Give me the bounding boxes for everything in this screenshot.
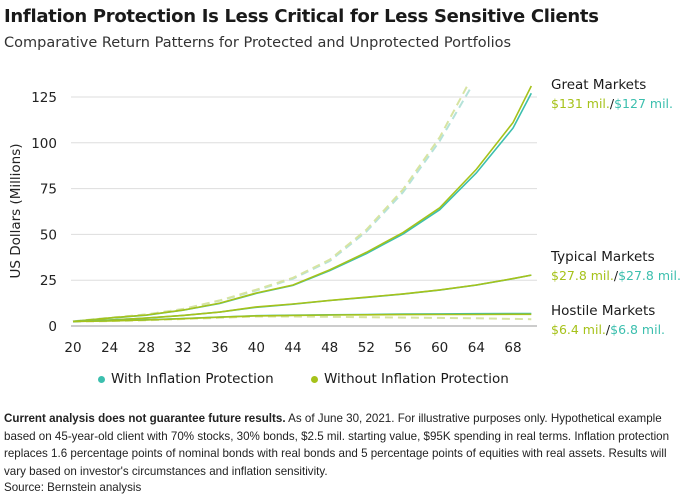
great-without-value: $131 mil. [551, 96, 610, 111]
y-tick-label: 50 [40, 227, 57, 243]
x-tick-label: 36 [211, 340, 228, 356]
series-line-typical-markets-without-solid [72, 274, 532, 323]
x-tick-label: 40 [248, 340, 265, 356]
legend-dot-icon [98, 375, 105, 383]
source-note: Source: Bernstein analysis [4, 481, 142, 494]
y-tick-label: 0 [48, 319, 57, 335]
x-tick-label: 52 [358, 340, 375, 356]
great-markets-values: $131 mil./$127 mil. [551, 96, 673, 111]
y-axis-label: US Dollars (Millions) [8, 143, 24, 278]
y-tick-label: 125 [31, 90, 57, 106]
hostile-markets-values: $6.4 mil./$6.8 mil. [551, 322, 665, 337]
legend-dot-icon [311, 375, 318, 383]
y-tick-label: 25 [40, 273, 57, 289]
y-tick-label: 100 [31, 136, 57, 152]
legend-item-with: With Inflation Protection [98, 371, 274, 387]
series-line-great-markets-without-solid [72, 85, 533, 323]
footnote: Current analysis does not guarantee futu… [4, 410, 688, 480]
line-chart: 0 25 50 75 100 125 20 24 28 32 36 40 44 48 52 56 60 64 68 U… [8, 85, 537, 356]
separator: / [609, 96, 615, 111]
hostile-without-value: $6.4 mil. [551, 322, 606, 337]
series-line-hostile-markets-without-solid [72, 313, 532, 323]
typical-without-value: $27.8 mil. [551, 268, 614, 283]
chart-subtitle: Comparative Return Patterns for Protecte… [4, 35, 512, 51]
series-line-great-markets-with-dashed [72, 85, 473, 323]
hostile-with-value: $6.8 mil. [610, 322, 666, 337]
series-line-great-markets-without-dashed [72, 85, 469, 323]
x-tick-label: 64 [468, 340, 485, 356]
x-tick-label: 60 [431, 340, 448, 356]
legend-label: Without Inflation Protection [324, 371, 509, 387]
legend-item-without: Without Inflation Protection [311, 371, 509, 387]
hostile-markets-label: Hostile Markets [551, 303, 656, 319]
x-tick-label: 56 [394, 340, 411, 356]
separator: / [605, 322, 611, 337]
separator: / [613, 268, 619, 283]
x-tick-label: 48 [321, 340, 338, 356]
typical-with-value: $27.8 mil. [618, 268, 681, 283]
typical-markets-label: Typical Markets [551, 249, 655, 265]
x-tick-label: 24 [101, 340, 118, 356]
great-markets-label: Great Markets [551, 77, 647, 93]
legend-label: With Inflation Protection [111, 371, 274, 387]
footnote-text: As of June 30, 2021. For illustrative pu… [4, 412, 670, 478]
typical-markets-values: $27.8 mil./$27.8 mil. [551, 268, 681, 283]
great-with-value: $127 mil. [614, 96, 673, 111]
x-tick-label: 44 [284, 340, 301, 356]
x-tick-label: 68 [504, 340, 521, 356]
x-tick-label: 28 [138, 340, 155, 356]
y-tick-label: 75 [40, 182, 57, 198]
footnote-disclaimer: Current analysis does not guarantee futu… [4, 412, 286, 425]
x-tick-label: 32 [174, 340, 191, 356]
x-tick-label: 20 [64, 340, 81, 356]
chart-title: Inflation Protection Is Less Critical fo… [4, 6, 599, 27]
